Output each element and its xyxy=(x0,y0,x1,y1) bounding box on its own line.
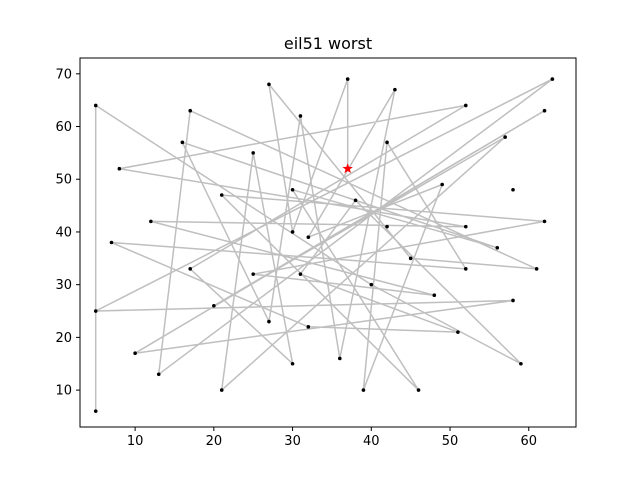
city-point xyxy=(456,330,460,334)
city-point xyxy=(93,409,98,413)
chart-title: eil51 worst xyxy=(284,34,372,53)
city-point xyxy=(298,114,303,118)
city-point xyxy=(251,272,256,276)
city-point xyxy=(93,309,98,313)
x-tick-label: 50 xyxy=(442,434,459,449)
y-tick-label: 70 xyxy=(55,67,72,82)
y-tick-label: 60 xyxy=(55,120,72,135)
city-point xyxy=(385,224,389,229)
city-point xyxy=(345,77,350,81)
city-point xyxy=(133,351,137,356)
y-tick-label: 40 xyxy=(55,225,72,240)
city-point xyxy=(290,187,295,192)
city-point xyxy=(338,356,342,361)
y-tick-label: 20 xyxy=(55,331,72,346)
city-point xyxy=(361,388,366,392)
city-point xyxy=(180,140,185,145)
city-point xyxy=(463,267,468,271)
x-axis: 10 20 30 40 50 60 xyxy=(127,427,537,449)
city-point xyxy=(463,224,468,229)
city-point xyxy=(219,193,224,197)
city-point xyxy=(306,235,311,240)
city-point xyxy=(495,245,500,250)
city-point xyxy=(109,240,114,245)
x-tick-label: 10 xyxy=(127,434,144,449)
city-point xyxy=(290,361,295,366)
city-point xyxy=(503,135,507,139)
city-point xyxy=(369,282,374,287)
city-point xyxy=(408,256,413,261)
city-point xyxy=(416,388,421,392)
city-point xyxy=(511,298,515,303)
start-layer xyxy=(342,163,353,174)
x-tick-label: 20 xyxy=(206,434,223,449)
x-tick-label: 30 xyxy=(284,434,301,449)
city-point xyxy=(432,293,437,298)
y-tick-label: 30 xyxy=(55,278,72,293)
city-point xyxy=(290,230,295,234)
start-marker xyxy=(342,163,353,174)
city-point xyxy=(519,361,523,366)
y-axis: 10 20 30 40 50 60 70 xyxy=(55,67,80,399)
x-tick-label: 60 xyxy=(520,434,537,449)
city-point xyxy=(212,303,216,308)
city-point xyxy=(267,82,271,87)
city-point xyxy=(511,187,515,192)
city-point xyxy=(542,219,547,224)
city-point xyxy=(188,108,193,113)
city-point xyxy=(219,388,224,392)
city-point xyxy=(393,87,397,92)
city-point xyxy=(440,182,444,187)
y-tick-label: 10 xyxy=(55,384,72,399)
city-point xyxy=(156,372,161,377)
city-point xyxy=(149,219,153,224)
city-point xyxy=(385,140,389,145)
city-point xyxy=(534,267,539,271)
city-point xyxy=(251,151,256,155)
city-point xyxy=(550,77,555,81)
plot-frame xyxy=(79,57,577,428)
city-point xyxy=(267,319,271,324)
city-point xyxy=(542,108,547,113)
city-point xyxy=(298,272,303,276)
city-point xyxy=(93,103,98,108)
city-point xyxy=(306,325,311,329)
x-tick-label: 40 xyxy=(363,434,380,449)
city-point xyxy=(117,166,122,171)
city-point xyxy=(463,103,468,108)
y-tick-label: 50 xyxy=(55,173,72,188)
city-point xyxy=(188,267,193,271)
city-point xyxy=(353,198,358,203)
